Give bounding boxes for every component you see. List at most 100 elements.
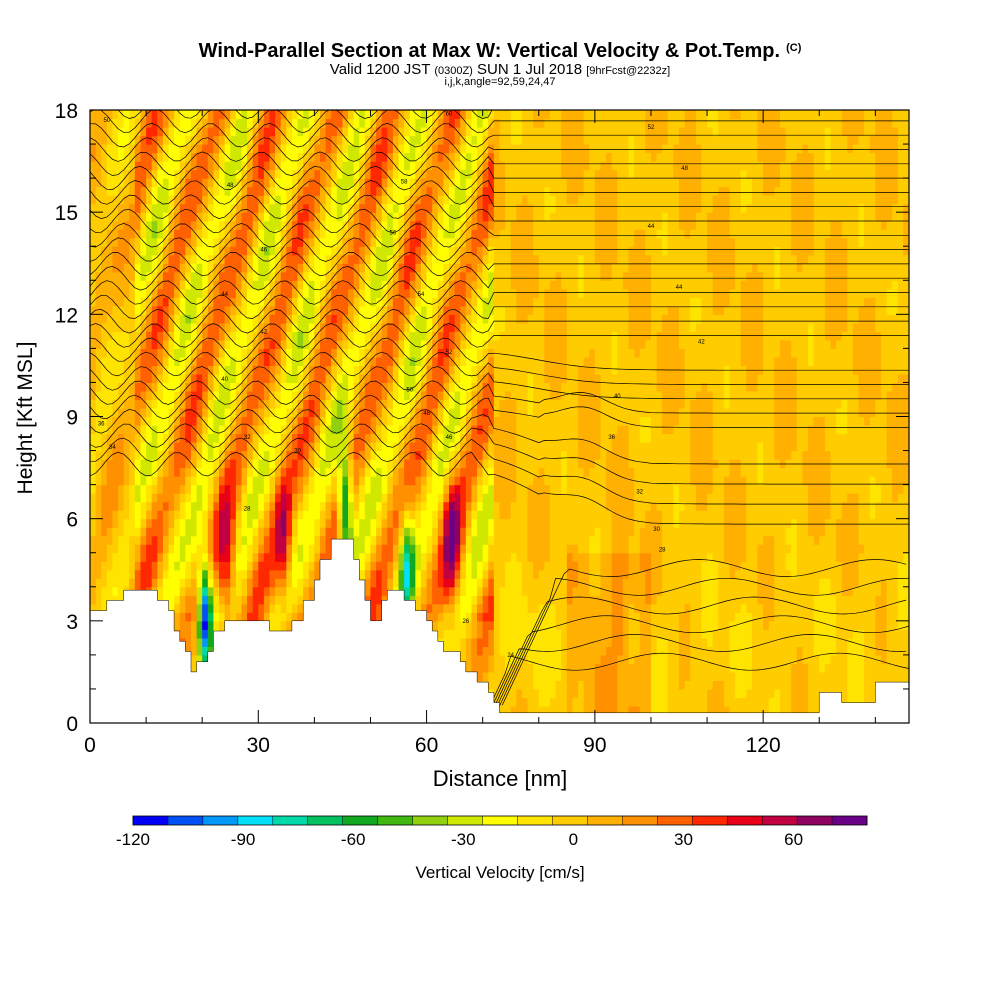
velocity-cell — [179, 518, 186, 528]
velocity-cell — [286, 280, 293, 290]
velocity-cell — [269, 161, 276, 171]
velocity-cell — [123, 280, 130, 290]
velocity-cell — [319, 263, 327, 273]
velocity-cell — [134, 127, 142, 137]
velocity-cell — [106, 297, 114, 307]
velocity-cell — [370, 561, 377, 571]
velocity-cell — [235, 203, 243, 213]
velocity-cell — [224, 501, 231, 511]
velocity-cell — [471, 365, 478, 375]
velocity-cell — [381, 254, 388, 264]
velocity-cell — [319, 518, 327, 528]
velocity-cell — [342, 178, 349, 188]
velocity-cell — [146, 237, 153, 247]
velocity-cell — [106, 382, 114, 392]
velocity-cell — [101, 476, 108, 486]
velocity-cell — [140, 552, 147, 562]
velocity-cell — [342, 280, 349, 290]
velocity-cell — [348, 373, 355, 384]
velocity-cell — [465, 331, 473, 341]
velocity-cell — [146, 356, 153, 367]
velocity-cell — [174, 552, 181, 562]
velocity-cell — [106, 280, 114, 290]
velocity-cell — [348, 237, 355, 247]
velocity-cell — [280, 595, 287, 605]
velocity-cell — [106, 569, 114, 579]
velocity-cell — [179, 356, 186, 367]
velocity-cell — [303, 305, 310, 315]
velocity-cell — [90, 544, 97, 554]
velocity-cell — [157, 595, 164, 605]
velocity-cell — [258, 356, 265, 367]
velocity-cell — [168, 459, 175, 469]
velocity-cell — [471, 484, 478, 494]
velocity-cell — [443, 339, 450, 349]
velocity-cell — [112, 484, 119, 494]
velocity-cell — [168, 314, 175, 324]
velocity-cell — [134, 442, 142, 452]
velocity-cell — [314, 203, 321, 213]
velocity-cell — [376, 280, 383, 290]
velocity-cell — [303, 169, 310, 179]
velocity-cell — [134, 229, 142, 239]
velocity-cell — [140, 135, 147, 145]
velocity-cell — [359, 467, 366, 477]
velocity-cell — [247, 246, 254, 256]
velocity-cell — [415, 535, 422, 545]
velocity-cell — [174, 535, 181, 545]
velocity-cell — [460, 135, 467, 145]
velocity-cell — [454, 450, 461, 460]
velocity-cell — [140, 110, 147, 120]
velocity-cell — [381, 263, 388, 273]
velocity-cell — [387, 535, 394, 545]
velocity-cell — [409, 263, 416, 273]
velocity-cell — [314, 254, 321, 264]
velocity-cell — [308, 518, 315, 528]
velocity-cell — [213, 152, 220, 162]
velocity-cell — [140, 339, 147, 349]
velocity-cell — [415, 288, 422, 298]
velocity-cell — [269, 484, 276, 494]
velocity-cell — [95, 169, 102, 179]
velocity-cell — [336, 280, 344, 290]
velocity-cell — [409, 595, 416, 605]
velocity-cell — [140, 459, 147, 469]
velocity-cell — [460, 425, 467, 435]
velocity-cell — [342, 459, 349, 469]
velocity-cell — [213, 203, 220, 213]
velocity-cell — [280, 135, 287, 145]
velocity-cell — [140, 382, 147, 392]
velocity-cell — [162, 390, 170, 401]
velocity-cell — [460, 246, 467, 256]
velocity-cell — [95, 595, 102, 605]
velocity-cell — [426, 135, 433, 145]
velocity-cell — [331, 356, 338, 367]
velocity-cell — [449, 322, 456, 332]
velocity-cell — [190, 373, 198, 384]
velocity-cell — [224, 493, 231, 503]
velocity-cell — [454, 620, 461, 630]
velocity-cell — [207, 161, 215, 171]
velocity-cell — [404, 476, 411, 486]
velocity-cell — [112, 569, 119, 579]
velocity-cell — [95, 433, 102, 443]
velocity-cell — [308, 459, 315, 469]
velocity-cell — [157, 254, 164, 264]
velocity-cell — [90, 561, 97, 571]
velocity-cell — [157, 161, 164, 171]
velocity-cell — [348, 390, 355, 401]
velocity-cell — [314, 263, 321, 273]
velocity-cell — [432, 152, 439, 162]
velocity-cell — [162, 586, 170, 596]
velocity-cell — [95, 203, 102, 213]
velocity-cell — [398, 254, 405, 264]
velocity-cell — [235, 229, 243, 239]
velocity-cell — [162, 416, 170, 426]
velocity-cell — [190, 467, 198, 477]
velocity-cell — [319, 484, 327, 494]
velocity-cell — [426, 186, 433, 196]
velocity-cell — [398, 407, 405, 418]
velocity-cell — [106, 484, 114, 494]
velocity-cell — [129, 552, 136, 562]
velocity-cell — [460, 561, 467, 571]
